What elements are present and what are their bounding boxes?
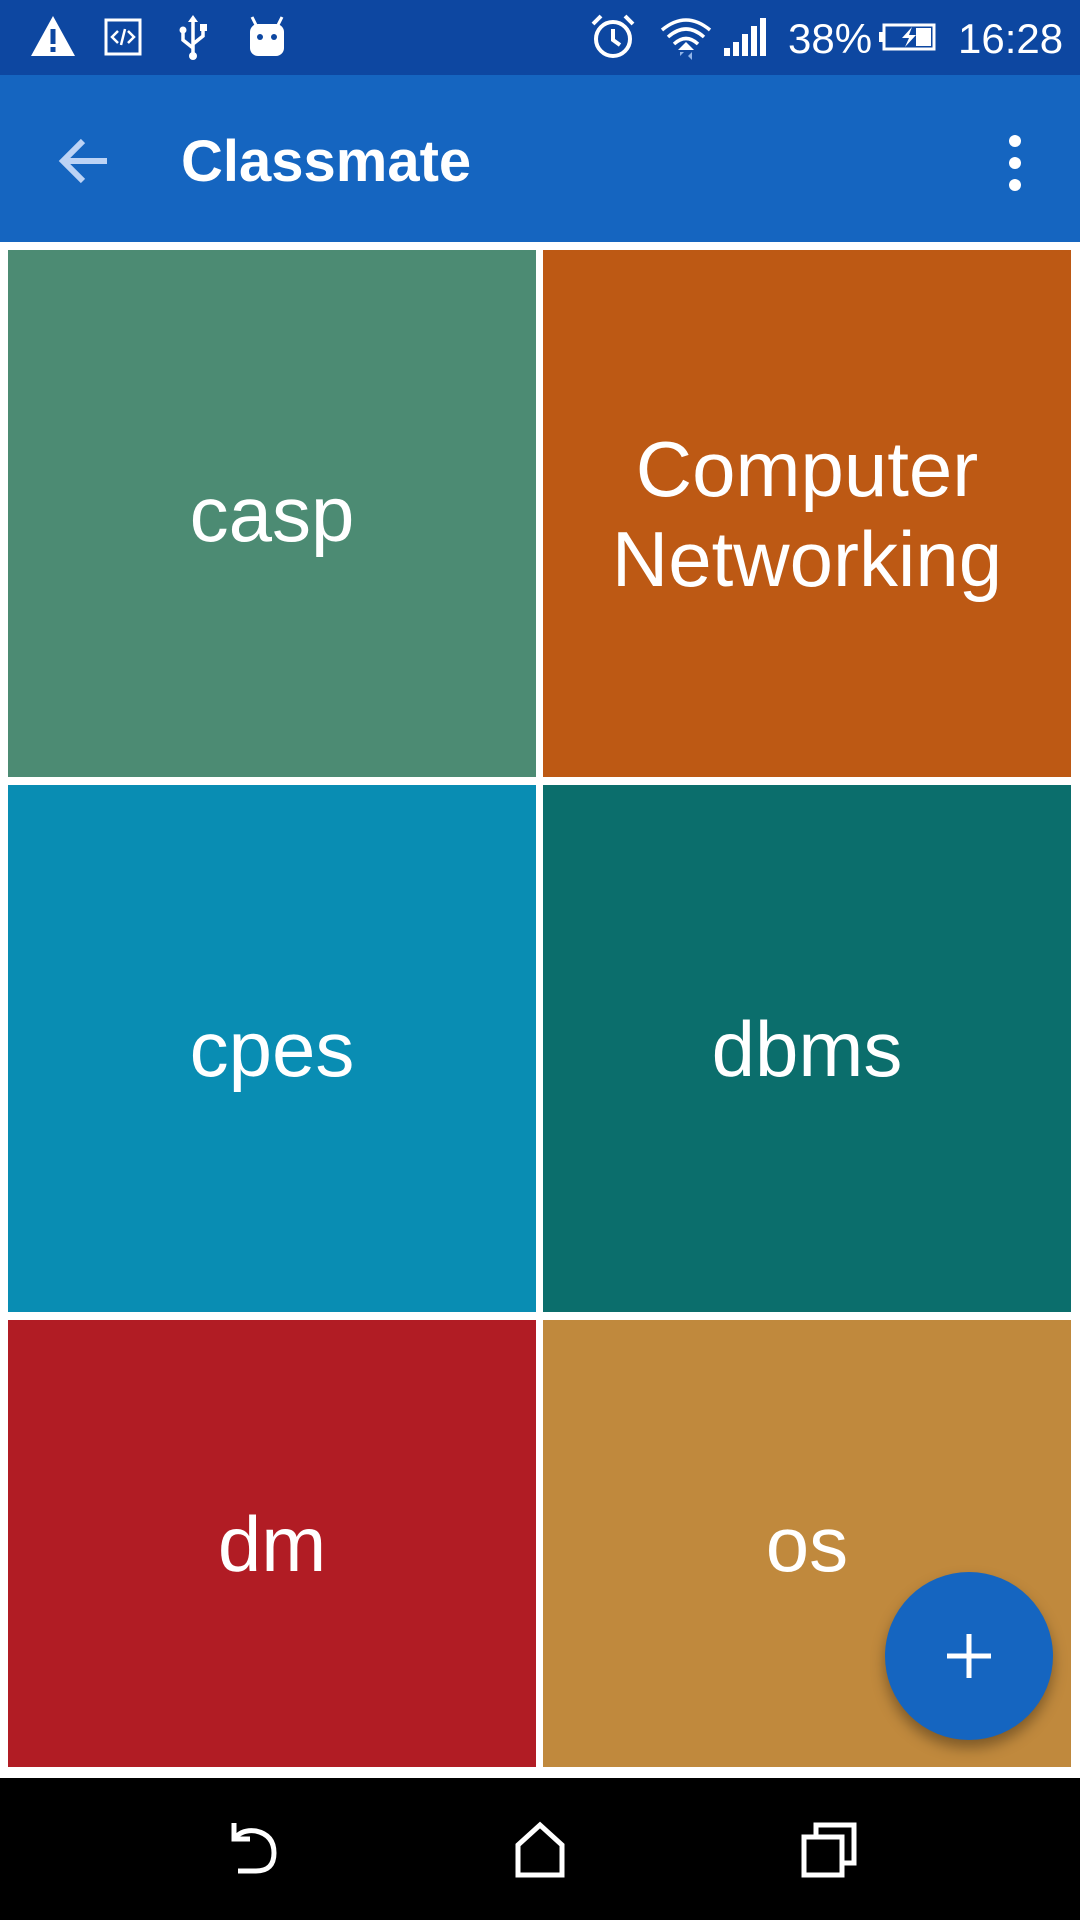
back-nav-icon[interactable] [212,1809,292,1889]
wifi-icon [660,18,712,60]
subject-tile-dm[interactable]: dm [8,1320,536,1767]
android-icon [250,16,284,56]
subject-label: Computer Networking [611,424,1003,603]
subject-tile-computer-networking[interactable]: Computer Networking [543,250,1071,777]
subject-tile-casp[interactable]: casp [8,250,536,777]
developer-code-icon [104,18,142,56]
status-bar: 38% 16:28 [0,0,1080,75]
subject-label: dbms [711,1004,903,1093]
app-bar: Classmate [0,75,1080,242]
add-icon [947,1634,991,1678]
page-title: Classmate [181,129,472,194]
alarm-icon [591,14,635,58]
subject-label: cpes [189,1004,355,1093]
clock: 16:28 [958,15,1064,62]
subject-label: dm [217,1499,327,1588]
cell-signal-icon [724,18,766,56]
warning-icon [31,16,75,56]
subject-grid: casp Computer Networking cpes dbms dm os [0,242,1080,1772]
subject-tile-dbms[interactable]: dbms [543,785,1071,1312]
add-subject-button[interactable] [885,1572,1053,1740]
battery-charging-icon [879,23,936,51]
subject-tile-cpes[interactable]: cpes [8,785,536,1312]
recents-nav-icon[interactable] [790,1809,870,1889]
home-nav-icon[interactable] [500,1809,580,1889]
subject-label: os [765,1499,849,1588]
battery-percent: 38% [788,15,873,62]
subject-label: casp [189,469,355,558]
more-vert-icon[interactable] [990,123,1040,203]
usb-icon [179,15,207,60]
navigation-bar [0,1778,1080,1920]
arrow-back-icon[interactable] [45,121,125,201]
